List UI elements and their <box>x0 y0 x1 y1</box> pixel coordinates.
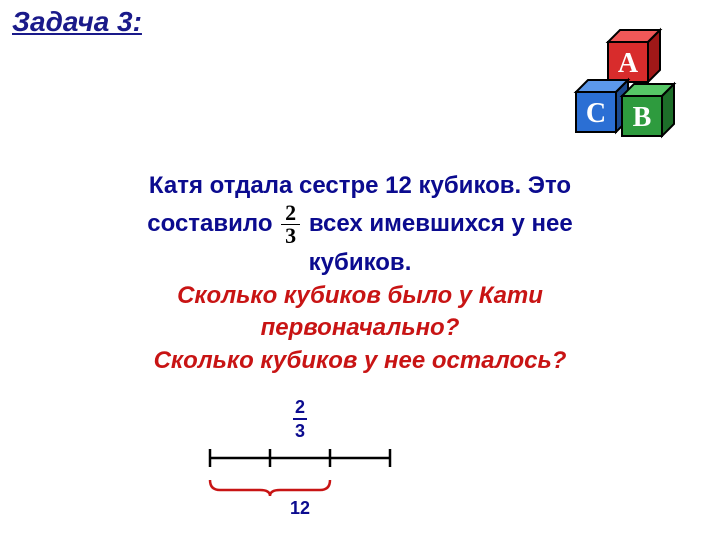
fraction-two-thirds: 2 3 <box>281 202 300 247</box>
diagram-fraction-label: 2 3 <box>280 398 320 440</box>
problem-line-2a: составило <box>147 210 272 237</box>
question-line-3: Сколько кубиков у нее осталось? <box>0 345 720 377</box>
block-a-icon: A <box>608 30 660 82</box>
fraction-denominator: 3 <box>281 225 300 247</box>
number-line-diagram: 2 3 12 <box>200 408 520 528</box>
task-title: Задача 3: <box>12 6 142 38</box>
svg-text:C: C <box>586 98 606 129</box>
question-line-1: Сколько кубиков было у Кати <box>0 280 720 312</box>
diagram-fraction-den: 3 <box>280 422 320 440</box>
fraction-numerator: 2 <box>281 202 300 225</box>
question-line-2: первоначально? <box>0 312 720 344</box>
diagram-fraction-bar <box>293 418 307 420</box>
problem-line-2b: всех имевшихся у нее <box>309 210 573 237</box>
diagram-value-label: 12 <box>280 498 320 519</box>
diagram-fraction-num: 2 <box>280 398 320 416</box>
slide: Задача 3: A C <box>0 0 720 540</box>
problem-line-3: кубиков. <box>0 247 720 279</box>
svg-text:B: B <box>633 102 652 133</box>
problem-line-2: составило 2 3 всех имевшихся у нее <box>0 202 720 247</box>
blocks-illustration: A C B <box>550 10 690 140</box>
problem-line-1: Катя отдала сестре 12 кубиков. Это <box>0 170 720 202</box>
problem-text: Катя отдала сестре 12 кубиков. Это соста… <box>0 170 720 377</box>
block-c-icon: C <box>576 80 628 132</box>
svg-text:A: A <box>618 48 639 79</box>
block-b-icon: B <box>622 84 674 136</box>
